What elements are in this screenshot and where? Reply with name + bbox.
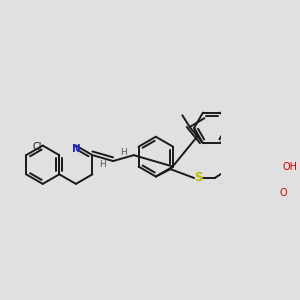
Text: Cl: Cl — [32, 142, 42, 152]
Text: OH: OH — [283, 162, 298, 172]
Text: S: S — [194, 172, 203, 184]
Text: H: H — [99, 160, 106, 169]
Text: H: H — [120, 148, 127, 157]
Text: O: O — [280, 188, 288, 199]
Text: N: N — [72, 144, 81, 154]
